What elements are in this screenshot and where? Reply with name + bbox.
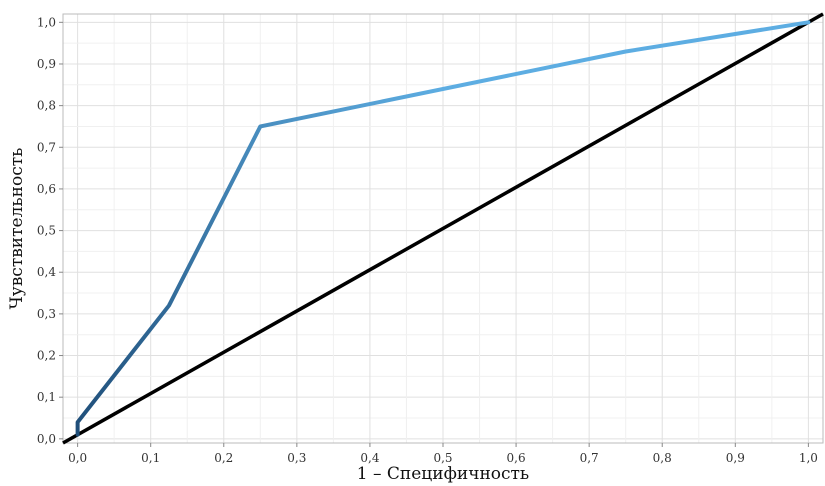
y-tick-label: 0,6 xyxy=(37,182,56,196)
y-axis-title: Чувствительность xyxy=(7,148,27,310)
x-tick-label: 0,8 xyxy=(653,451,672,465)
reference-diagonal-line xyxy=(62,12,824,445)
x-tick-label: 0,7 xyxy=(580,451,599,465)
x-tick-label: 0,4 xyxy=(360,451,379,465)
y-tick-label: 0,8 xyxy=(37,99,56,113)
x-tick-label: 0,9 xyxy=(726,451,745,465)
y-tick-label: 0,5 xyxy=(37,224,56,238)
x-tick-label: 0,3 xyxy=(287,451,306,465)
x-tick-label: 0,5 xyxy=(433,451,452,465)
y-tick-label: 0,2 xyxy=(37,349,56,363)
y-tick-label: 0,0 xyxy=(37,432,56,446)
x-axis-ticks: 0,0 0,1 0,2 0,3 0,4 0,5 0,6 0,7 0,8 0,9 1,0 xyxy=(68,443,818,465)
x-tick-label: 1,0 xyxy=(799,451,818,465)
y-tick-label: 0,1 xyxy=(37,390,56,404)
x-tick-label: 0,2 xyxy=(214,451,233,465)
y-tick-label: 0,7 xyxy=(37,140,56,154)
x-tick-label: 0,0 xyxy=(68,451,87,465)
y-tick-label: 0,4 xyxy=(37,265,56,279)
y-tick-label: 0,3 xyxy=(37,307,56,321)
grid xyxy=(63,14,823,443)
series-layer xyxy=(62,12,824,445)
x-tick-label: 0,6 xyxy=(507,451,526,465)
x-tick-label: 0,1 xyxy=(141,451,160,465)
y-tick-label: 1,0 xyxy=(37,15,56,29)
y-tick-label: 0,9 xyxy=(37,57,56,71)
y-axis-ticks: 0,0 0,1 0,2 0,3 0,4 0,5 0,6 0,7 0,8 0,9 1,0 xyxy=(37,15,63,446)
roc-curve-line xyxy=(75,20,811,437)
x-axis-title: 1 – Специфичность xyxy=(357,464,529,484)
